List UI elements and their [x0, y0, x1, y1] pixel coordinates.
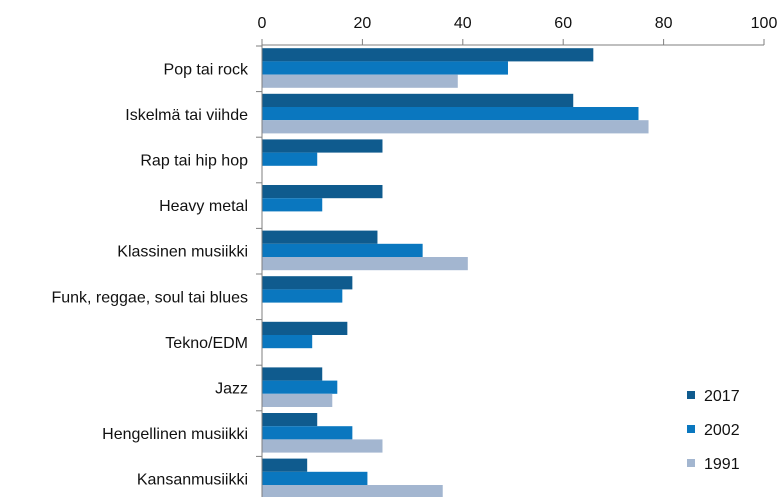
bar: [262, 198, 323, 212]
category-label: Rap tai hip hop: [140, 153, 248, 170]
bar: [262, 485, 443, 497]
legend-swatch: [687, 459, 695, 467]
legend-label: 1991: [704, 456, 740, 473]
bar: [262, 393, 333, 407]
bar: [262, 276, 353, 290]
y-axis: Pop tai rock Iskelmä tai viihde Rap tai hi…: [51, 45, 263, 497]
bar: [262, 74, 458, 88]
category-label: Iskelmä tai viihde: [125, 107, 248, 124]
category-label: Heavy metal: [159, 198, 248, 215]
legend: 2017 2002 1991: [687, 388, 740, 473]
bar: [262, 48, 594, 62]
legend-swatch: [687, 425, 695, 433]
bar: [262, 413, 318, 427]
category-label: Klassinen musiikki: [117, 244, 248, 261]
bar: [262, 185, 383, 199]
bar: [262, 426, 353, 440]
bar: [262, 380, 338, 394]
legend-swatch: [687, 391, 695, 399]
x-tick-label: 20: [354, 15, 372, 32]
category-label: Kansanmusiikki: [137, 472, 248, 489]
bar: [262, 471, 368, 485]
category-label: Jazz: [215, 381, 248, 398]
category-label: Funk, reggae, soul tai blues: [51, 289, 248, 306]
x-axis: 0 20 40 60 80 100: [258, 15, 778, 46]
bar: [262, 243, 423, 257]
x-tick-label: 0: [258, 15, 267, 32]
x-tick-label: 100: [751, 15, 778, 32]
x-tick-label: 80: [655, 15, 673, 32]
category-label: Hengellinen musiikki: [102, 426, 248, 443]
bar: [262, 230, 378, 244]
bar: [262, 321, 348, 335]
bars: [262, 48, 649, 497]
bar: [262, 107, 639, 121]
bar: [262, 367, 323, 381]
bar: [262, 458, 308, 472]
bar: [262, 139, 383, 153]
legend-label: 2017: [704, 388, 740, 405]
bar: [262, 335, 313, 349]
bar: [262, 152, 318, 166]
bar: [262, 257, 468, 271]
x-tick-label: 60: [554, 15, 572, 32]
bar: [262, 120, 649, 134]
bar: [262, 439, 383, 453]
bar: [262, 61, 508, 75]
category-label: Pop tai rock: [164, 61, 249, 78]
legend-label: 2002: [704, 422, 740, 439]
bar: [262, 289, 343, 303]
bar: [262, 93, 574, 107]
category-label: Tekno/EDM: [165, 335, 248, 352]
x-tick-label: 40: [454, 15, 472, 32]
